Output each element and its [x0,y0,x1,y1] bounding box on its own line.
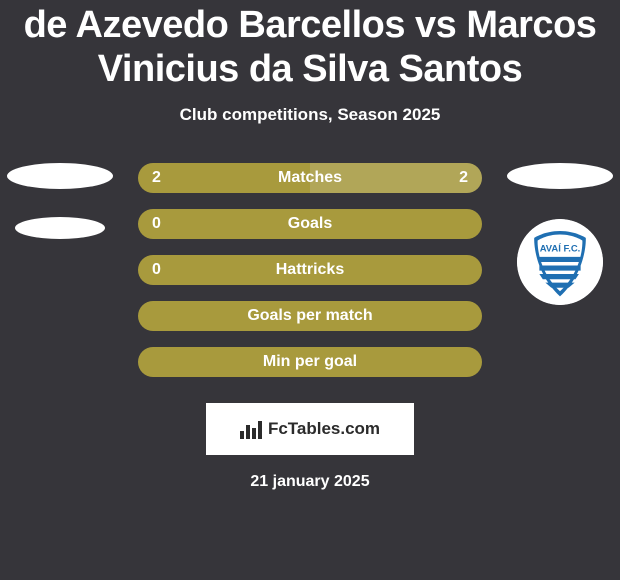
club-badge-text: AVAÍ F.C. [540,244,581,255]
bar-value-left: 2 [152,169,161,187]
comparison-bars: Matches22Goals0Hattricks0Goals per match… [138,163,482,377]
comparison-bar: Goals0 [138,209,482,239]
bar-chart-icon [240,419,262,439]
club-badge: AVAÍ F.C. [517,219,603,305]
player-photo-placeholder [507,163,613,189]
comparison-chart: AVAÍ F.C. Matches22Goals0Hattricks0Goals… [0,163,620,383]
player-photo-placeholder [7,163,113,189]
bar-value-left: 0 [152,261,161,279]
player-team-placeholder [15,217,105,239]
bar-value-right: 2 [459,169,468,187]
comparison-bar: Goals per match [138,301,482,331]
comparison-title: de Azevedo Barcellos vs Marcos Vinicius … [0,0,620,91]
club-badge-icon: AVAÍ F.C. [517,219,603,305]
attribution-box: FcTables.com [206,403,414,455]
right-player-column: AVAÍ F.C. [500,163,620,305]
comparison-bar: Matches22 [138,163,482,193]
comparison-bar: Hattricks0 [138,255,482,285]
generated-date: 21 january 2025 [0,473,620,491]
left-player-column [0,163,120,239]
bar-value-left: 0 [152,215,161,233]
comparison-bar: Min per goal [138,347,482,377]
comparison-subtitle: Club competitions, Season 2025 [0,105,620,125]
attribution-text: FcTables.com [268,419,380,439]
